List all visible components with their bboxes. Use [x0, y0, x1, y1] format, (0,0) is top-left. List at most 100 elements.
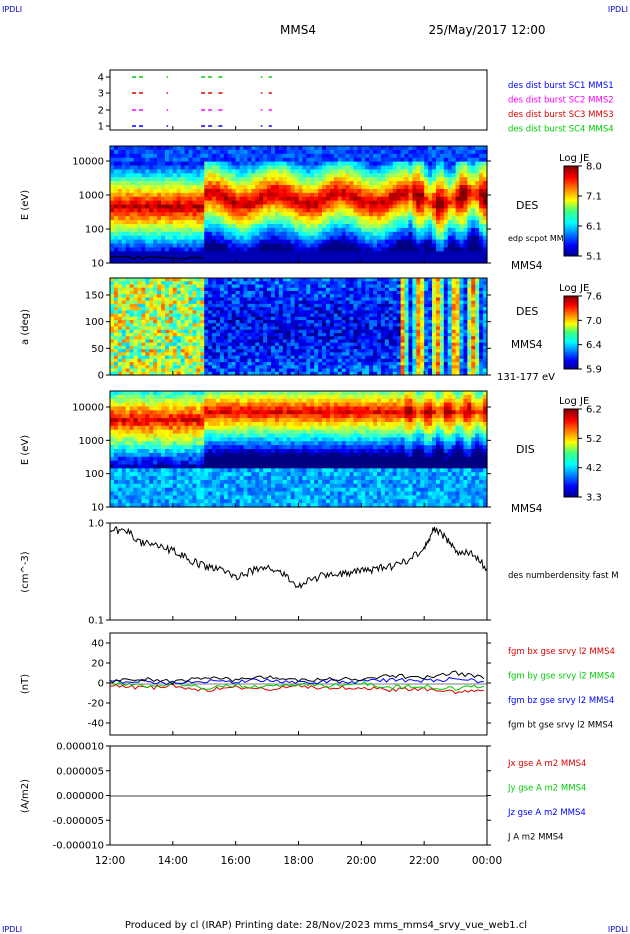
des-energy-cell	[243, 192, 249, 198]
des-pitch-cell	[161, 342, 166, 347]
des-energy-cell	[208, 204, 213, 209]
des-energy-cell	[377, 239, 382, 245]
des-pitch-cell	[318, 290, 323, 295]
des-energy-cell	[467, 212, 472, 217]
des-energy-cell	[369, 251, 374, 256]
des-energy-cell	[216, 227, 221, 233]
des-energy-cell	[176, 220, 182, 225]
des-energy-cell	[196, 157, 201, 163]
des-pitch-cell	[184, 278, 190, 282]
des-energy-cell	[113, 247, 119, 252]
des-energy-cell	[428, 243, 433, 248]
des-energy-cell	[180, 161, 186, 167]
des-energy-cell	[349, 161, 355, 167]
des-energy-cell	[380, 255, 386, 260]
des-pitch-cell	[341, 281, 347, 286]
des-energy-cell	[325, 235, 331, 241]
des-pitch-cell	[235, 281, 241, 286]
des-energy-cell	[310, 192, 315, 198]
des-energy-cell	[164, 192, 170, 198]
des-energy-cell	[274, 231, 280, 237]
des-pitch-cell	[243, 281, 249, 286]
des-energy-cell	[251, 173, 256, 178]
des-pitch-cell	[310, 300, 315, 305]
des-energy-cell	[172, 231, 178, 237]
des-energy-cell	[290, 169, 296, 174]
des-pitch-cell	[263, 290, 268, 295]
des-pitch-cell	[176, 290, 182, 295]
des-pitch-cell	[180, 284, 186, 289]
des-energy-cell	[219, 212, 225, 217]
des-energy-cell	[310, 200, 315, 206]
des-energy-cell	[129, 146, 135, 151]
des-energy-cell	[404, 220, 410, 225]
des-energy-cell	[223, 220, 229, 225]
des-pitch-cell	[243, 284, 249, 289]
des-energy-cell	[161, 149, 166, 155]
des-energy-cell	[274, 149, 280, 155]
des-energy-cell	[274, 169, 280, 174]
des-pitch-cell	[227, 281, 233, 286]
des-energy-cell	[439, 153, 445, 159]
des-pitch-cell	[223, 290, 229, 295]
des-energy-cell	[168, 208, 174, 213]
des-pitch-cell	[310, 342, 315, 347]
des-pitch-cell	[341, 358, 347, 363]
des-pitch-cell	[369, 297, 374, 302]
des-energy-cell	[443, 235, 449, 241]
des-pitch-cell	[239, 371, 245, 376]
des-energy-cell	[153, 251, 158, 256]
des-pitch-cell	[129, 329, 135, 334]
des-pitch-cell	[168, 323, 174, 328]
des-pitch-cell	[298, 300, 304, 305]
des-energy-cell	[369, 235, 374, 241]
des-pitch-cell	[176, 365, 182, 370]
des-pitch-cell	[306, 349, 311, 353]
des-energy-cell	[208, 173, 213, 178]
des-pitch-cell	[216, 332, 221, 337]
des-energy-cell	[212, 181, 217, 186]
des-energy-cell	[361, 216, 366, 221]
des-pitch-cell	[325, 294, 331, 298]
des-pitch-cell	[219, 313, 225, 318]
des-pitch-cell	[294, 300, 300, 305]
des-pitch-cell	[325, 281, 331, 286]
des-energy-cell	[333, 212, 339, 217]
des-energy-cell	[369, 192, 374, 198]
des-pitch-cell	[333, 352, 339, 357]
des-pitch-cell	[141, 326, 146, 331]
des-energy-cell	[392, 181, 398, 186]
des-pitch-cell	[251, 329, 256, 334]
des-pitch-cell	[161, 310, 166, 315]
des-pitch-cell	[282, 332, 288, 337]
des-pitch-cell	[365, 371, 370, 376]
des-energy-cell	[412, 227, 417, 233]
des-pitch-cell	[196, 358, 201, 363]
des-energy-cell	[451, 243, 457, 248]
des-energy-cell	[471, 185, 476, 190]
des-energy-cell	[204, 227, 209, 233]
des-energy-cell	[310, 149, 315, 155]
des-pitch-cell	[349, 358, 355, 363]
des-pitch-cell	[231, 284, 237, 289]
des-energy-cell	[404, 173, 410, 178]
des-pitch-cell	[333, 358, 339, 363]
des-energy-cell	[149, 173, 154, 178]
des-energy-cell	[483, 255, 488, 260]
des-energy-cell	[161, 247, 166, 252]
des-energy-cell	[396, 251, 402, 256]
des-energy-cell	[212, 235, 217, 241]
des-energy-cell	[420, 157, 425, 163]
des-pitch-cell	[322, 358, 327, 363]
des-energy-cell	[255, 235, 260, 241]
des-pitch-cell	[267, 362, 272, 366]
des-energy-cell	[274, 192, 280, 198]
des-energy-cell	[188, 247, 194, 252]
des-energy-cell	[157, 216, 162, 221]
des-energy-cell	[113, 161, 119, 167]
des-energy-cell	[337, 243, 343, 248]
des-pitch-cell	[314, 294, 319, 298]
des-pitch-cell	[192, 313, 197, 318]
des-pitch-cell	[329, 290, 335, 295]
des-energy-cell	[278, 161, 284, 167]
